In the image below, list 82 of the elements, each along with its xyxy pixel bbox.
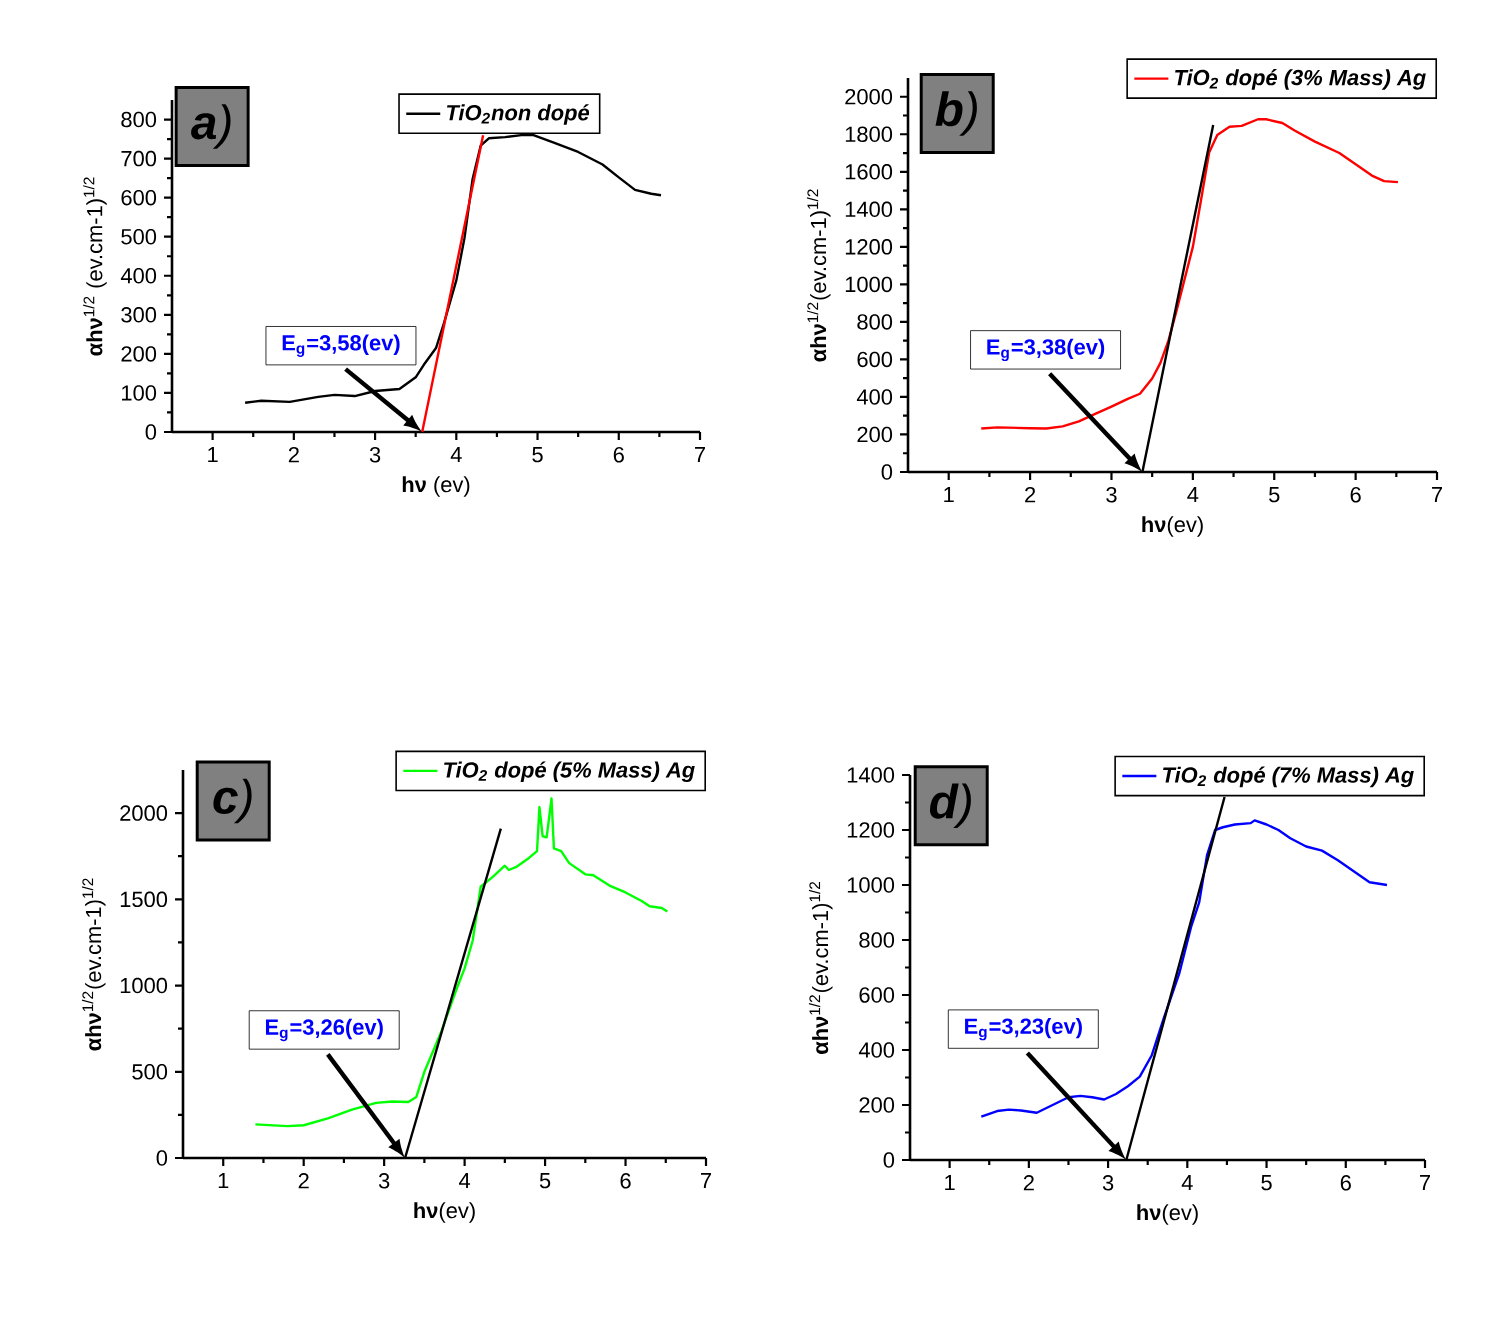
annotation: a) [191, 104, 231, 149]
x-tick-label: 5 [1261, 1175, 1272, 1191]
x-tick-label: 2 [288, 447, 299, 463]
y-tick-label: 200 [859, 1097, 895, 1113]
y-tick-label: 1800 [845, 126, 893, 143]
y-tick-label: 1600 [845, 164, 893, 180]
x-axis-title: hν(ev) [414, 1202, 475, 1223]
y-tick-label: 0 [883, 1152, 895, 1168]
x-tick-label: 7 [695, 447, 705, 463]
x-tick-label: 3 [378, 1173, 390, 1189]
y-tick-label: 600 [859, 987, 895, 1003]
y-tick-label: 1200 [845, 239, 893, 255]
x-tick-label: 6 [613, 447, 624, 463]
y-tick-label: 400 [856, 389, 893, 405]
y-tick-label: 300 [121, 307, 157, 323]
y-tick-label: 1500 [120, 891, 168, 908]
y-axis-title: αhν$^{1/2}$(ev.cm-1)$^{1/2}$ [808, 881, 833, 1054]
y-tick-label: 500 [121, 228, 157, 245]
y-tick-label: 800 [857, 314, 893, 330]
annotation: E$_{g}$=3,26(ev) [265, 1018, 383, 1042]
legend-label: TiO$_{2}$non dopé [446, 104, 590, 125]
y-tick-label: 800 [859, 932, 895, 948]
legend-label: TiO$_{2}$ dopé (3% Mass) Ag [1175, 69, 1426, 90]
annotation: b) [935, 91, 977, 136]
y-tick-label: 2000 [845, 89, 893, 105]
x-tick-label: 4 [1181, 1175, 1193, 1191]
y-tick-label: 600 [857, 351, 893, 368]
x-tick-label: 2 [1023, 1175, 1034, 1191]
x-tick-label: 1 [218, 1173, 229, 1189]
x-axis-title: hν(ev) [1142, 516, 1203, 537]
x-tick-label: 3 [1106, 487, 1117, 503]
x-tick-label: 2 [298, 1173, 309, 1189]
x-tick-label: 7 [701, 1173, 711, 1189]
x-tick-label: 6 [620, 1173, 631, 1189]
y-tick-label: 200 [857, 426, 893, 443]
y-axis-title: αhν$^{1/2}$(ev.cm-1)$^{1/2}$ [806, 189, 831, 362]
y-tick-label: 200 [121, 346, 157, 362]
y-tick-label: 1000 [845, 276, 893, 293]
x-axis-title: hν (ev) [402, 476, 470, 497]
y-axis-title: αhν$^{1/2}$ (ev.cm-1)$^{1/2}$ [83, 177, 107, 356]
x-axis-title: hν(ev) [1137, 1204, 1198, 1225]
x-tick-label: 1 [945, 1175, 955, 1191]
x-tick-label: 4 [459, 1173, 471, 1189]
y-tick-label: 400 [858, 1042, 895, 1058]
y-tick-label: 400 [120, 268, 157, 284]
x-tick-label: 1 [944, 487, 954, 503]
x-tick-label: 3 [1102, 1175, 1114, 1191]
y-tick-label: 1400 [847, 767, 895, 783]
x-tick-label: 3 [369, 447, 381, 463]
annotation: d) [929, 783, 971, 829]
y-tick-label: 1200 [847, 822, 895, 838]
y-axis-title: αhν$^{1/2}$(ev.cm-1)$^{1/2}$ [81, 878, 106, 1051]
y-tick-label: 600 [121, 189, 157, 206]
x-tick-label: 1 [208, 447, 218, 463]
y-tick-label: 0 [156, 1150, 168, 1166]
x-tick-label: 5 [539, 1173, 551, 1189]
x-tick-label: 4 [1187, 487, 1199, 503]
y-tick-label: 500 [132, 1064, 168, 1080]
x-tick-label: 5 [532, 447, 543, 463]
y-tick-label: 1000 [120, 977, 168, 994]
legend-label: TiO$_{2}$ dopé (7% Mass) Ag [1163, 766, 1414, 788]
line-series [254, 797, 669, 1128]
y-tick-label: 0 [145, 424, 157, 440]
y-tick-label: 800 [121, 111, 157, 128]
annotation: E$_{g}$=3,38(ev) [987, 338, 1105, 362]
annotation: E$_{g}$=3,58(ev) [282, 334, 400, 357]
x-tick-label: 4 [450, 447, 462, 463]
y-tick-label: 700 [121, 150, 157, 167]
y-tick-label: 1400 [845, 201, 893, 218]
y-tick-label: 2000 [120, 805, 168, 821]
legend-label: TiO$_{2}$ dopé (5% Mass) Ag [444, 761, 695, 782]
x-tick-label: 7 [1420, 1175, 1430, 1191]
x-tick-label: 7 [1432, 487, 1443, 503]
x-tick-label: 6 [1350, 487, 1361, 503]
y-tick-label: 100 [122, 385, 157, 401]
x-tick-label: 6 [1340, 1175, 1351, 1191]
annotation: c) [213, 778, 252, 824]
x-tick-label: 5 [1269, 487, 1280, 503]
x-tick-label: 2 [1025, 487, 1036, 503]
y-tick-label: 0 [881, 464, 893, 480]
y-tick-label: 1000 [847, 877, 895, 893]
annotation: E$_{g}$=3,23(ev) [965, 1017, 1082, 1041]
